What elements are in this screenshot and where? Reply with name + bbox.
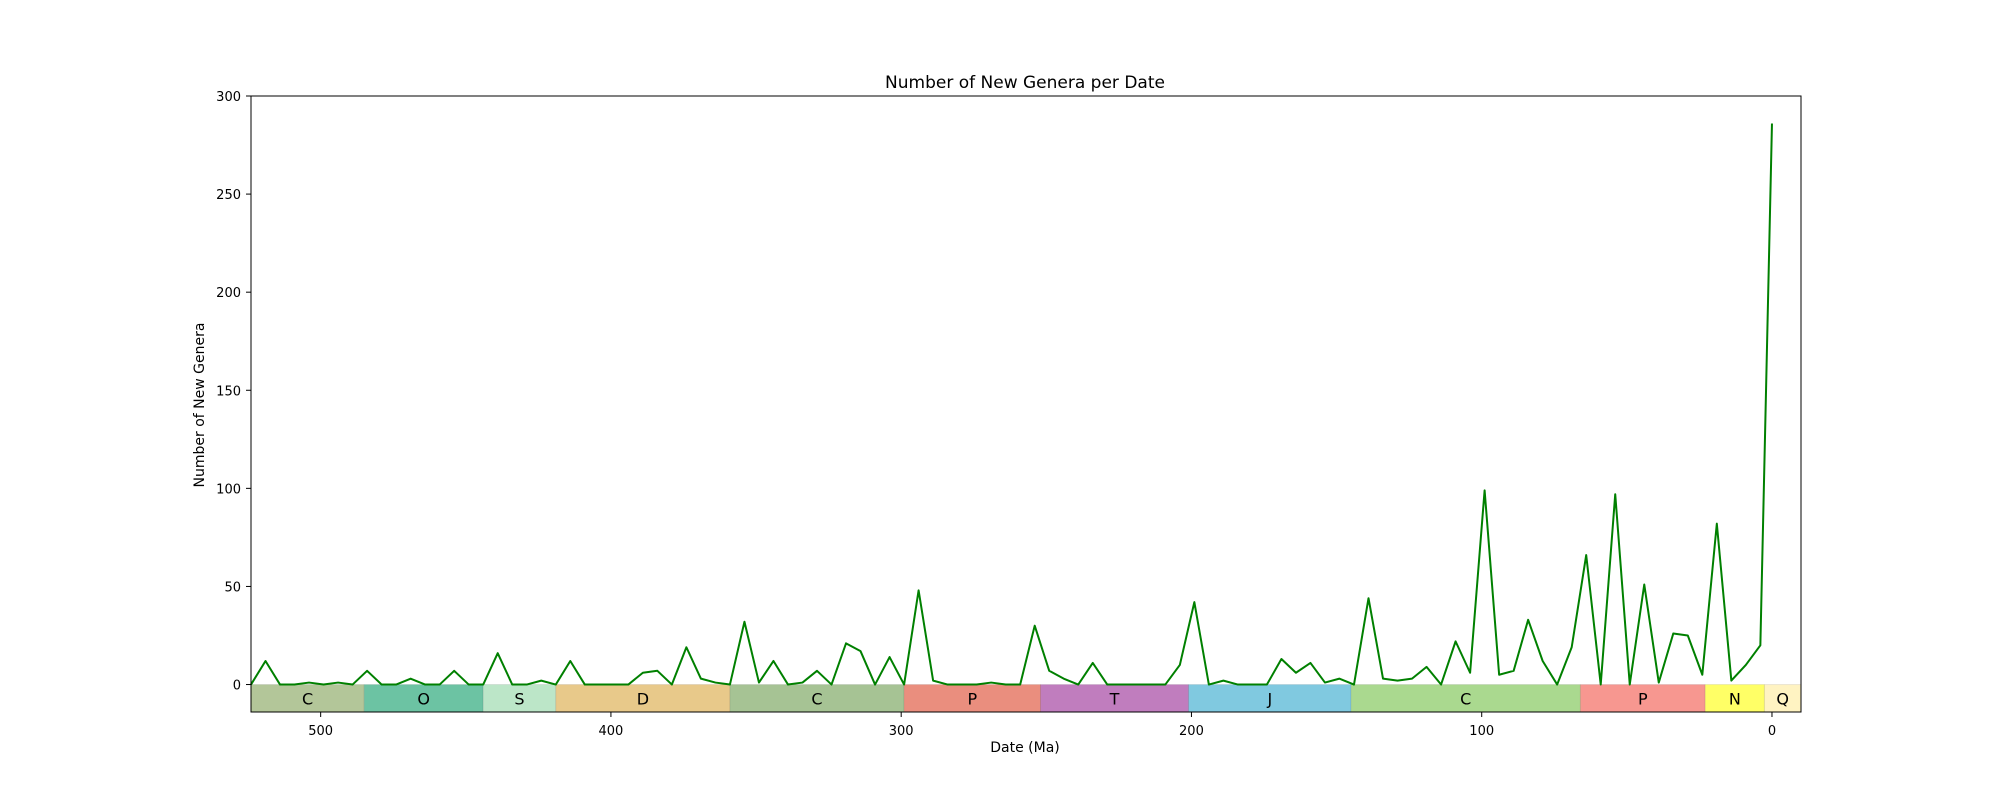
y-tick-label: 0: [233, 679, 241, 694]
plot-frame: [250, 95, 1802, 713]
axes: 500 400 300 200 100 0 0 50 100 150 200 250 300: [216, 90, 1802, 739]
series-line-0: [250, 123, 1773, 686]
period-band-11: [1763, 684, 1802, 713]
y-tick-label: 100: [216, 482, 241, 497]
period-label-1: O: [417, 689, 430, 708]
period-band-5: [903, 684, 1042, 713]
chart-title: Number of New Genera per Date: [885, 73, 1165, 93]
y-tick-label: 250: [216, 188, 241, 203]
period-band-7: [1188, 684, 1352, 713]
period-label-7: J: [1266, 689, 1272, 708]
period-band-0: [250, 684, 365, 713]
period-band-9: [1579, 684, 1706, 713]
y-tick-label: 50: [224, 580, 241, 595]
x-axis-label: Date (Ma): [990, 740, 1060, 756]
period-band-1: [363, 684, 484, 713]
period-label-10: N: [1729, 689, 1741, 708]
x-tick-label: 200: [1179, 724, 1204, 739]
period-label-6: T: [1109, 689, 1120, 708]
y-tick-label: 150: [216, 384, 241, 399]
x-tick-label: 300: [889, 724, 914, 739]
period-label-9: P: [1638, 689, 1648, 708]
series-layer: [250, 123, 1773, 686]
period-label-0: C: [302, 689, 313, 708]
x-tick-label: 500: [308, 724, 333, 739]
y-tick-label: 200: [216, 286, 241, 301]
period-label-4: C: [811, 689, 822, 708]
y-axis-label: Number of New Genera: [192, 323, 208, 488]
period-label-5: P: [967, 689, 977, 708]
period-label-3: D: [637, 689, 649, 708]
x-tick-label: 400: [599, 724, 624, 739]
x-tick-label: 0: [1768, 724, 1776, 739]
period-label-11: Q: [1776, 689, 1789, 708]
x-tick-label: 100: [1469, 724, 1494, 739]
period-label-2: S: [514, 689, 524, 708]
period-label-8: C: [1460, 689, 1471, 708]
y-tick-label: 300: [216, 90, 241, 105]
